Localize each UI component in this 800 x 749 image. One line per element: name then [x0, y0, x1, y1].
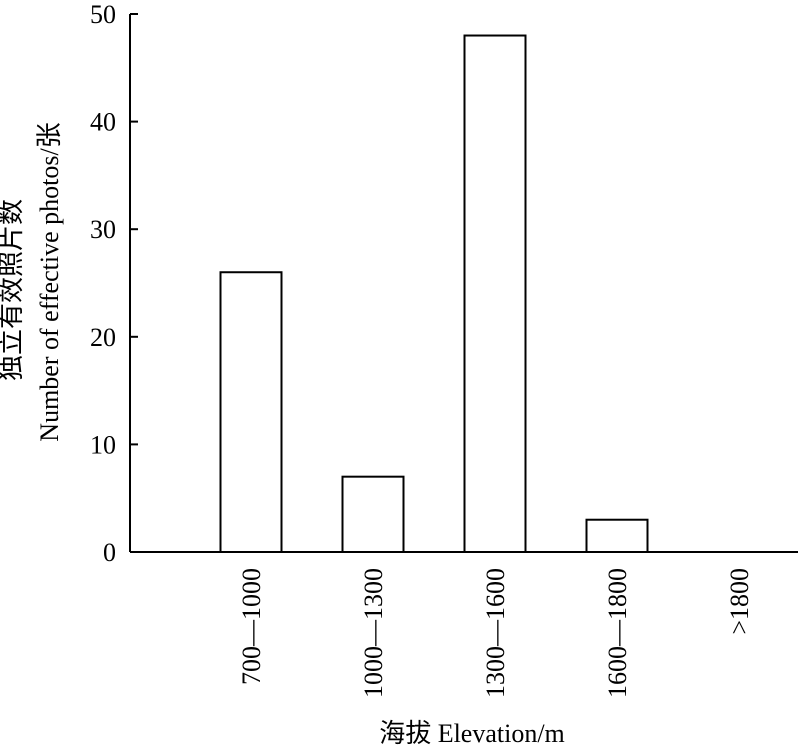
- y-tick-label: 40: [90, 108, 116, 137]
- y-tick-label: 50: [90, 0, 116, 29]
- bar-2: [463, 34, 527, 553]
- y-axis-title-english: Number of effective photos/张: [35, 122, 64, 441]
- x-category-labels: 700—1000 1000—1300 1300—1600 1600—1800 >1800: [237, 568, 754, 698]
- y-tick-label: 20: [90, 323, 116, 352]
- x-category-label: 1300—1600: [481, 568, 510, 698]
- bar-1: [341, 475, 405, 553]
- x-category-label: 1600—1800: [603, 568, 632, 698]
- y-tick-label: 10: [90, 430, 116, 459]
- x-category-label: 700—1000: [237, 568, 266, 685]
- bar-0: [219, 271, 283, 553]
- y-tick-label: 30: [90, 215, 116, 244]
- x-category-label: 1000—1300: [359, 568, 388, 698]
- y-axis-title-chinese: 独立有效照片数: [0, 199, 26, 381]
- bar-3: [585, 518, 649, 553]
- y-ticks-group: 0 10 20 30 40 50: [90, 0, 138, 567]
- y-tick-label: 0: [103, 538, 116, 567]
- x-category-label: >1800: [725, 568, 754, 635]
- x-axis-title: 海拔 Elevation/m: [379, 719, 565, 748]
- bars-group: [219, 34, 649, 553]
